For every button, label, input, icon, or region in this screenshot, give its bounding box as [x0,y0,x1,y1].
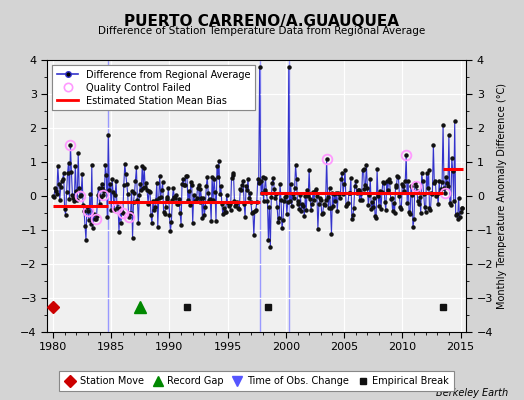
Text: PUERTO CARRENO/A.GUAUQUEA: PUERTO CARRENO/A.GUAUQUEA [125,14,399,29]
Text: Difference of Station Temperature Data from Regional Average: Difference of Station Temperature Data f… [99,26,425,36]
Legend: Station Move, Record Gap, Time of Obs. Change, Empirical Break: Station Move, Record Gap, Time of Obs. C… [60,372,454,391]
Legend: Difference from Regional Average, Quality Control Failed, Estimated Station Mean: Difference from Regional Average, Qualit… [52,65,255,110]
Y-axis label: Monthly Temperature Anomaly Difference (°C): Monthly Temperature Anomaly Difference (… [497,83,507,309]
Text: Berkeley Earth: Berkeley Earth [436,388,508,398]
